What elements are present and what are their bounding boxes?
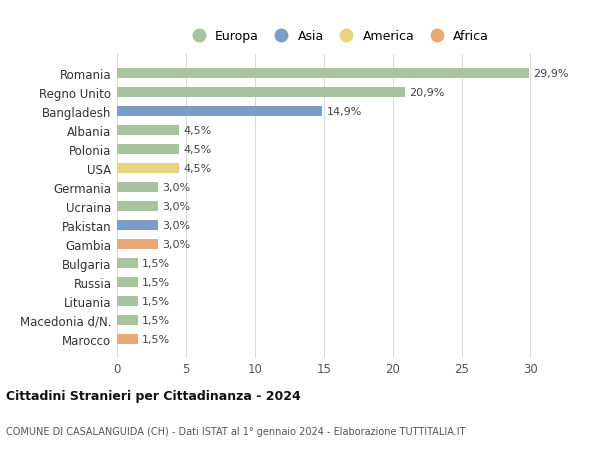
Text: 14,9%: 14,9% xyxy=(326,107,362,117)
Text: 1,5%: 1,5% xyxy=(142,277,170,287)
Text: 20,9%: 20,9% xyxy=(409,88,445,98)
Text: 3,0%: 3,0% xyxy=(163,240,191,249)
Bar xyxy=(117,182,158,193)
Text: 3,0%: 3,0% xyxy=(163,183,191,193)
Text: COMUNE DI CASALANGUIDA (CH) - Dati ISTAT al 1° gennaio 2024 - Elaborazione TUTTI: COMUNE DI CASALANGUIDA (CH) - Dati ISTAT… xyxy=(6,426,466,436)
Bar xyxy=(117,277,137,287)
Text: Cittadini Stranieri per Cittadinanza - 2024: Cittadini Stranieri per Cittadinanza - 2… xyxy=(6,389,301,403)
Text: 4,5%: 4,5% xyxy=(183,145,211,155)
Legend: Europa, Asia, America, Africa: Europa, Asia, America, Africa xyxy=(181,25,494,48)
Text: 4,5%: 4,5% xyxy=(183,164,211,174)
Text: 3,0%: 3,0% xyxy=(163,202,191,212)
Text: 1,5%: 1,5% xyxy=(142,334,170,344)
Bar xyxy=(117,69,529,79)
Bar xyxy=(117,145,179,155)
Bar xyxy=(117,163,179,174)
Text: 1,5%: 1,5% xyxy=(142,296,170,306)
Bar xyxy=(117,126,179,136)
Text: 1,5%: 1,5% xyxy=(142,258,170,269)
Bar xyxy=(117,239,158,250)
Bar xyxy=(117,88,405,98)
Bar xyxy=(117,220,158,231)
Text: 1,5%: 1,5% xyxy=(142,315,170,325)
Bar xyxy=(117,106,322,117)
Text: 3,0%: 3,0% xyxy=(163,220,191,230)
Bar xyxy=(117,202,158,212)
Bar xyxy=(117,334,137,344)
Bar xyxy=(117,315,137,325)
Text: 4,5%: 4,5% xyxy=(183,126,211,136)
Text: 29,9%: 29,9% xyxy=(533,69,569,79)
Bar xyxy=(117,258,137,269)
Bar xyxy=(117,296,137,307)
